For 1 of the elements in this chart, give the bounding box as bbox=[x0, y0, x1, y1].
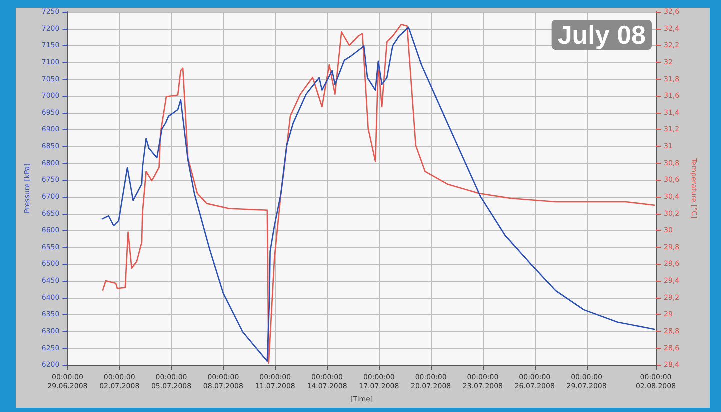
annotation: July 08 bbox=[558, 20, 646, 50]
